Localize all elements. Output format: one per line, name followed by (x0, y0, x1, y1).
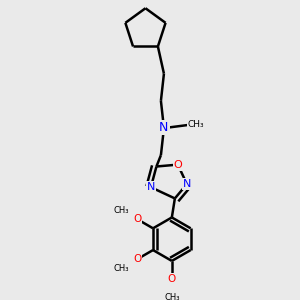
Text: N: N (159, 122, 169, 134)
Text: O: O (133, 214, 142, 224)
Text: O: O (173, 160, 182, 170)
Text: CH₃: CH₃ (114, 206, 129, 215)
Text: O: O (168, 274, 176, 284)
Text: N: N (147, 182, 155, 192)
Text: CH₃: CH₃ (187, 121, 204, 130)
Text: N: N (183, 179, 191, 189)
Text: O: O (133, 254, 142, 264)
Text: CH₃: CH₃ (164, 293, 180, 300)
Text: CH₃: CH₃ (114, 264, 129, 273)
